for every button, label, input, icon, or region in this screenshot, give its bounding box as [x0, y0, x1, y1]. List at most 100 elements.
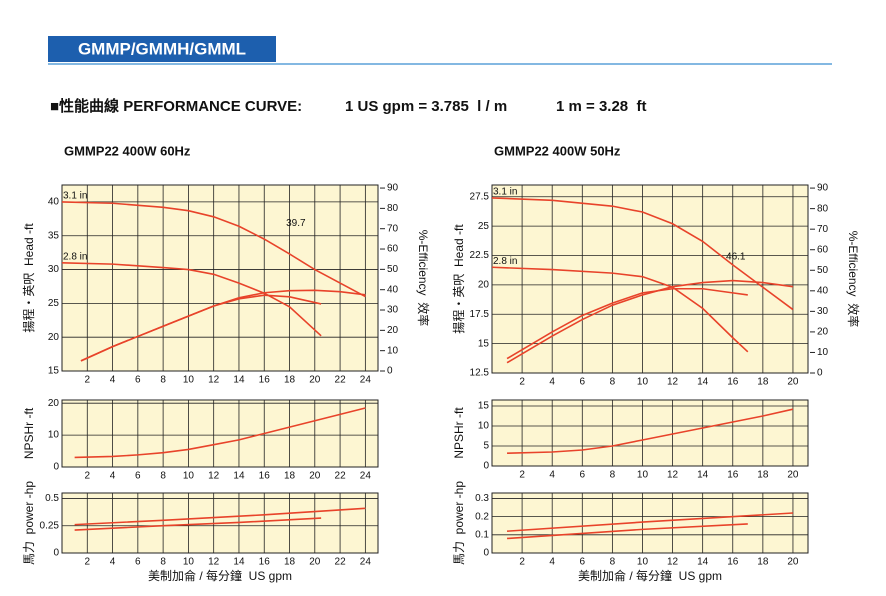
x-tick-label: 10	[637, 377, 649, 388]
y2-tick-label: 70	[387, 223, 399, 234]
y2-tick-label: 30	[817, 306, 829, 317]
y-tick-label: 0	[53, 462, 59, 473]
y2-tick-label: 70	[817, 224, 829, 235]
y-tick-label: 12.5	[470, 368, 490, 379]
y-tick-label: 0.2	[475, 511, 489, 522]
y2-axis-label: %-Efficiency 效率	[416, 230, 431, 326]
y-tick-label: 0	[483, 548, 489, 559]
page-title: ■性能曲線 PERFORMANCE CURVE:	[50, 97, 302, 115]
y-tick-label: 0	[483, 461, 489, 472]
x-tick-label: 16	[727, 557, 739, 568]
x-tick-label: 14	[233, 557, 245, 568]
x-tick-label: 24	[360, 471, 372, 482]
series-line	[491, 266, 749, 353]
y2-tick-label: 10	[817, 347, 829, 358]
series-line	[506, 512, 794, 532]
y-tick-label: 17.5	[470, 309, 490, 320]
y2-axis-label: %-Efficiency 效率	[846, 231, 861, 327]
x-tick-label: 10	[183, 471, 195, 482]
y-tick-label: 0	[53, 548, 59, 559]
y2-tick-label: 40	[817, 285, 829, 296]
x-tick-label: 10	[183, 557, 195, 568]
x-tick-label: 18	[757, 470, 769, 481]
y-tick-label: 0.25	[40, 520, 60, 531]
y-tick-label: 30	[48, 264, 60, 275]
x-tick-label: 24	[360, 375, 372, 386]
x-tick-label: 20	[309, 557, 321, 568]
x-tick-label: 4	[110, 375, 116, 386]
x-tick-label: 8	[610, 557, 616, 568]
conversion: 1 m = 3.28 ft	[556, 98, 646, 115]
x-tick-label: 2	[84, 557, 90, 568]
x-tick-label: 14	[697, 557, 709, 568]
x-tick-label: 6	[580, 557, 586, 568]
x-tick-label: 12	[208, 471, 220, 482]
x-tick-label: 10	[637, 470, 649, 481]
y2-tick-label: 60	[387, 244, 399, 255]
x-tick-label: 22	[335, 471, 347, 482]
x-tick-label: 18	[284, 375, 296, 386]
y-tick-label: 27.5	[470, 191, 490, 202]
x-tick-label: 4	[549, 557, 555, 568]
y2-tick-label: 60	[817, 244, 829, 255]
x-tick-label: 8	[610, 377, 616, 388]
y-tick-label: 10	[478, 421, 490, 432]
x-tick-label: 12	[667, 557, 679, 568]
x-tick-label: 10	[637, 557, 649, 568]
series-line	[80, 294, 322, 362]
series-label: 2.8 in	[63, 251, 87, 262]
y2-tick-label: 90	[387, 183, 399, 194]
x-tick-label: 22	[335, 557, 347, 568]
y-tick-label: 35	[48, 230, 60, 241]
x-tick-label: 2	[519, 377, 525, 388]
y-axis-label: 馬力 power -hp	[452, 481, 466, 565]
annotation: 46.1	[726, 251, 746, 262]
y-tick-label: 0.5	[45, 493, 59, 504]
x-tick-label: 18	[284, 557, 296, 568]
y-axis-label: NPSHr -ft	[452, 407, 466, 459]
x-tick-label: 20	[309, 471, 321, 482]
y-tick-label: 40	[48, 197, 60, 208]
y2-tick-label: 80	[387, 203, 399, 214]
chart-title: GMMP22 400W 60Hz	[64, 143, 191, 158]
x-tick-label: 10	[183, 375, 195, 386]
x-tick-label: 20	[787, 377, 799, 388]
y-tick-label: 10	[48, 430, 60, 441]
y-tick-label: 20	[48, 332, 60, 343]
x-tick-label: 6	[580, 470, 586, 481]
annotation: 39.7	[286, 218, 306, 229]
y2-tick-label: 90	[817, 183, 829, 194]
y2-tick-label: 10	[387, 345, 399, 356]
x-tick-label: 14	[233, 375, 245, 386]
y2-tick-label: 40	[387, 284, 399, 295]
y-axis-label: NPSHr -ft	[22, 407, 36, 459]
series-line	[507, 408, 794, 454]
x-tick-label: 20	[787, 470, 799, 481]
x-tick-label: 16	[727, 470, 739, 481]
y-tick-label: 0.1	[475, 529, 489, 540]
banner-box	[48, 36, 276, 62]
series-line	[61, 201, 366, 298]
y2-tick-label: 50	[387, 264, 399, 275]
y-tick-label: 15	[478, 338, 490, 349]
y-axis-label: 揚程・英呎 Head -ft	[21, 223, 36, 333]
x-tick-label: 6	[135, 471, 141, 482]
x-tick-label: 12	[667, 377, 679, 388]
x-tick-label: 18	[757, 377, 769, 388]
x-tick-label: 2	[519, 557, 525, 568]
series-line	[74, 507, 366, 526]
x-tick-label: 2	[84, 471, 90, 482]
x-tick-label: 20	[309, 375, 321, 386]
series-line	[61, 261, 322, 337]
x-tick-label: 12	[208, 557, 220, 568]
x-tick-label: 8	[160, 471, 166, 482]
x-tick-label: 22	[335, 375, 347, 386]
x-tick-label: 2	[84, 375, 90, 386]
series-label: 2.8 in	[493, 256, 517, 267]
x-tick-label: 14	[697, 470, 709, 481]
y2-tick-label: 50	[817, 265, 829, 276]
y-axis-label: 馬力 power -hp	[22, 481, 36, 565]
chart-title: GMMP22 400W 50Hz	[494, 143, 621, 158]
x-tick-label: 6	[580, 377, 586, 388]
